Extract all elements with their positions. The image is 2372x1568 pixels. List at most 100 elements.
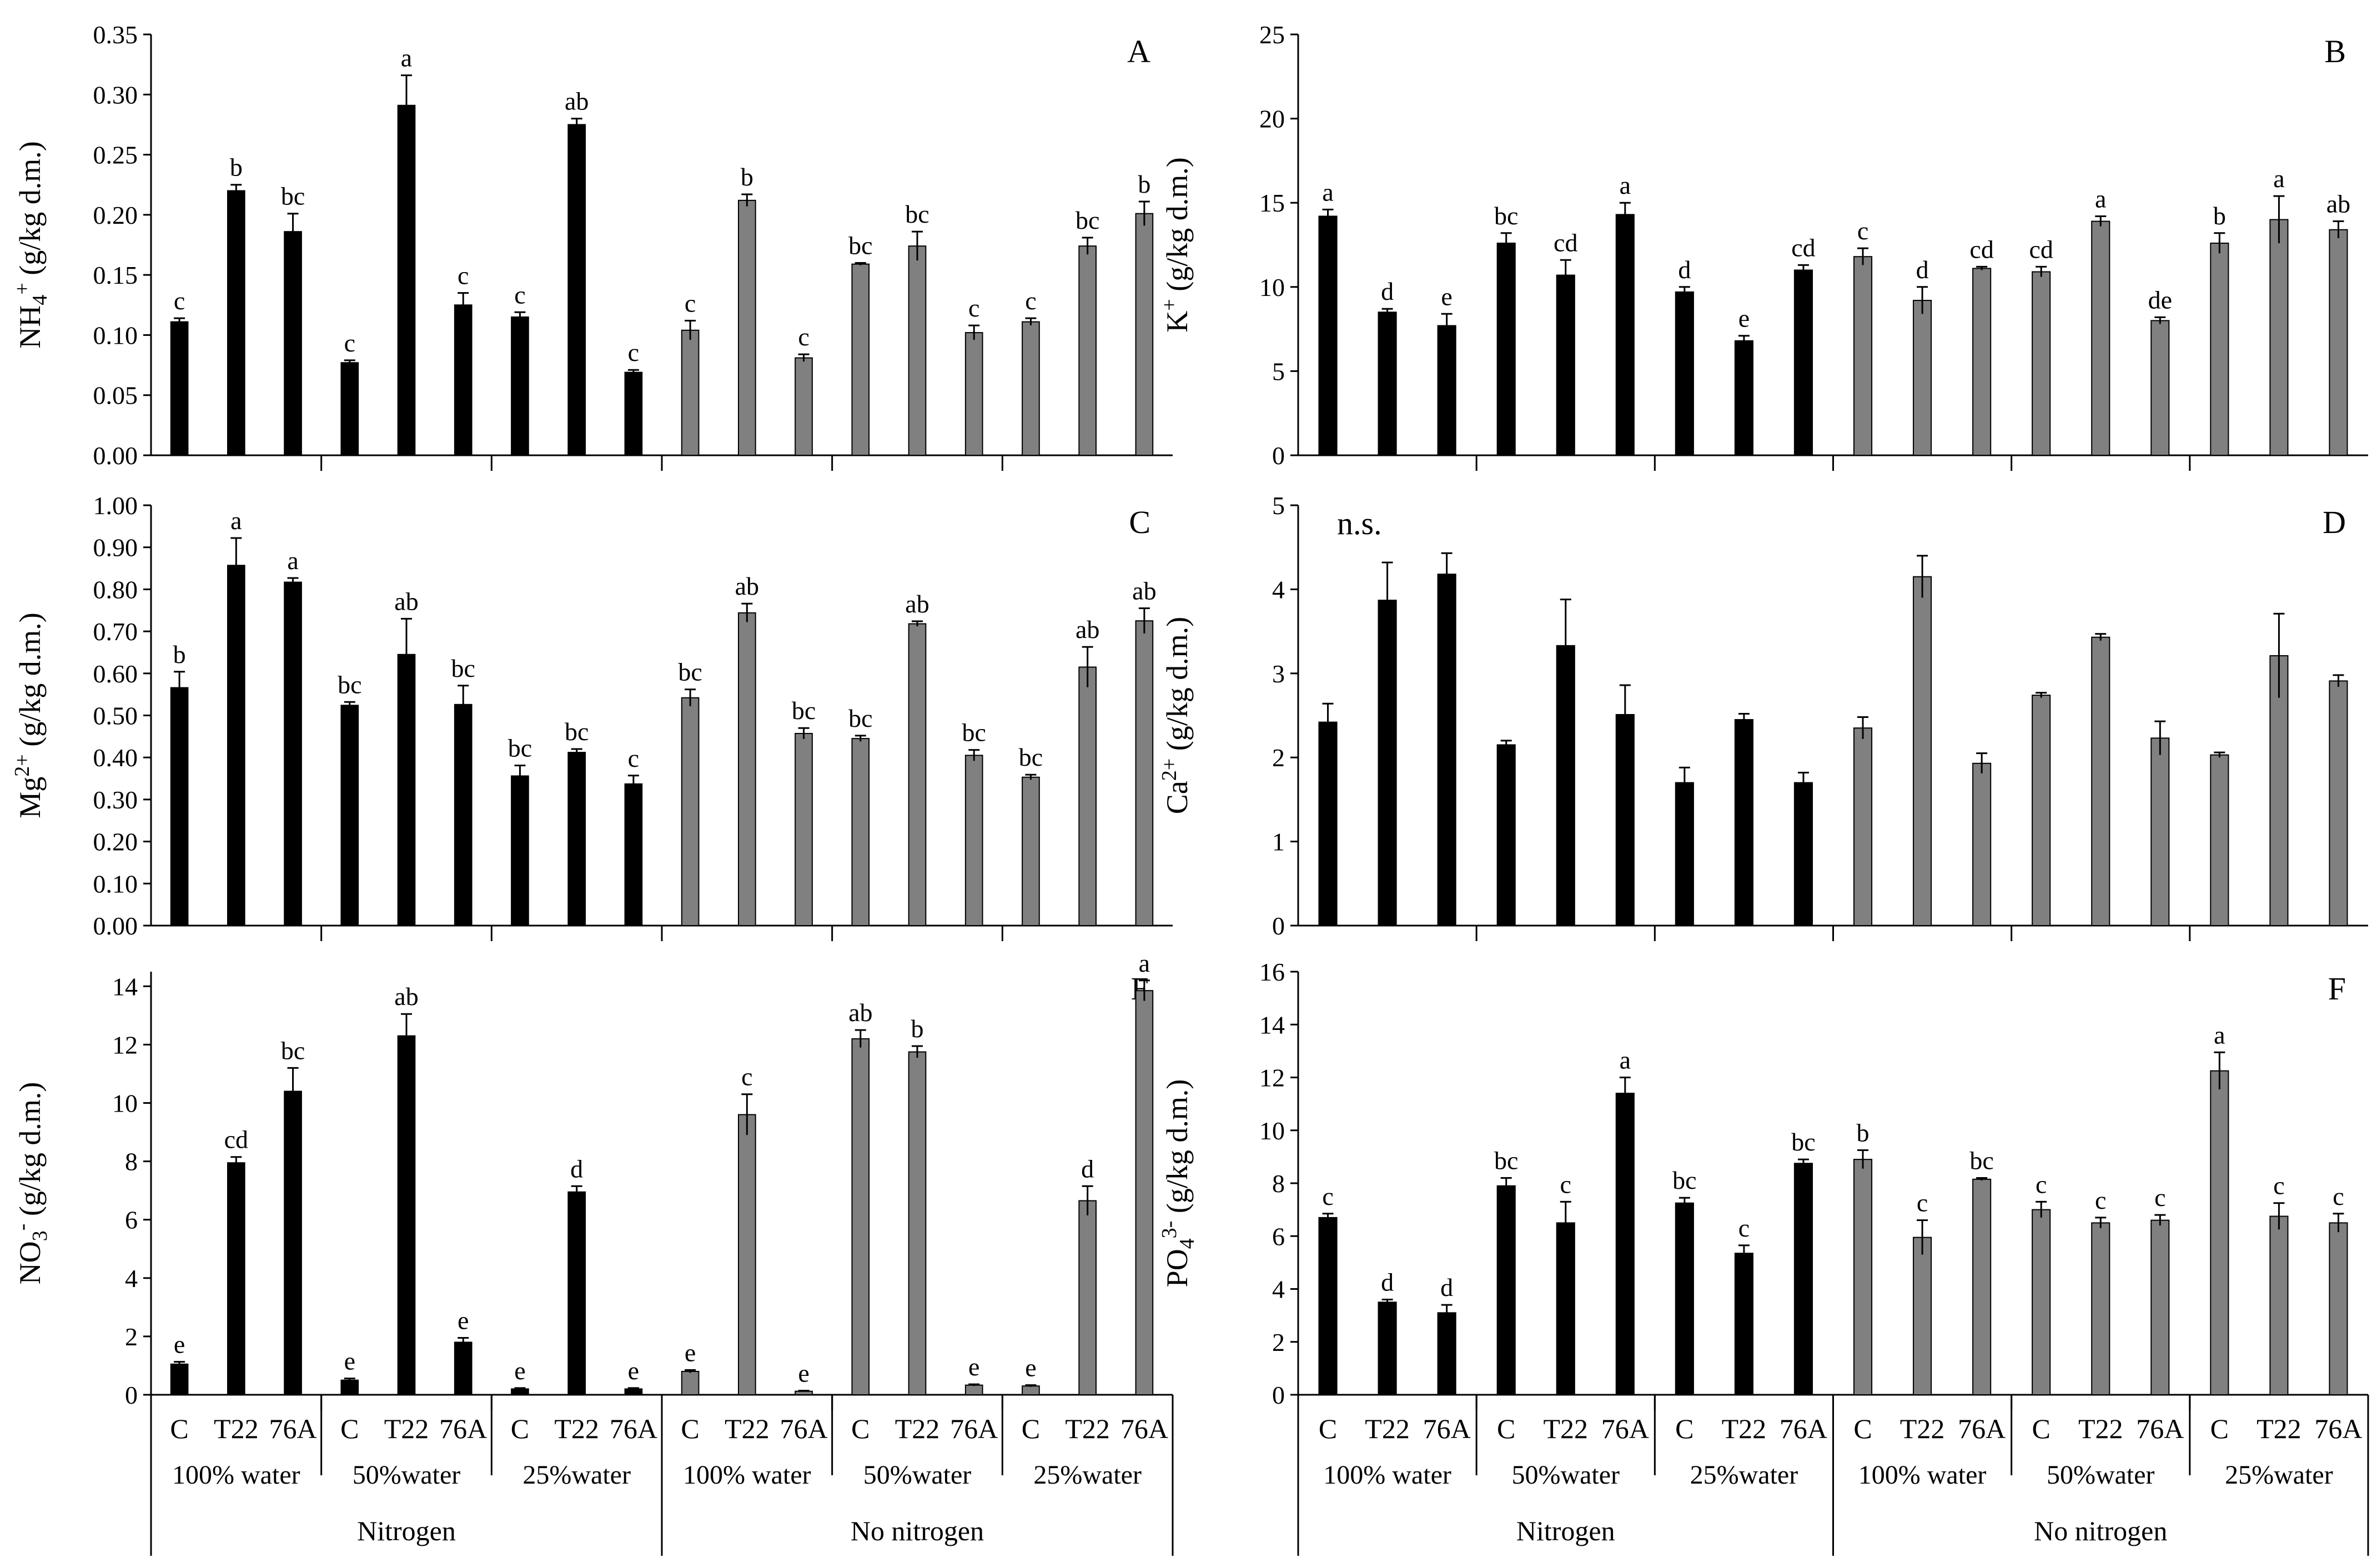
significance-letter: c	[628, 744, 639, 772]
bar	[454, 304, 473, 456]
significance-letter: bc	[792, 696, 816, 725]
bar	[2150, 320, 2170, 456]
category-label: 76A	[950, 1413, 998, 1444]
bar	[397, 654, 416, 926]
bar	[908, 245, 927, 456]
water-level-label: 100% water	[1323, 1460, 1451, 1490]
significance-letter: c	[1738, 1214, 1750, 1242]
y-tick-label: 6	[1272, 1222, 1285, 1250]
category-label: T22	[214, 1413, 259, 1444]
water-level-label: 100% water	[1858, 1460, 1987, 1490]
category-label: C	[1022, 1413, 1040, 1444]
significance-letter: bc	[905, 200, 929, 228]
bar	[2150, 1219, 2170, 1396]
significance-letter: b	[911, 1014, 924, 1043]
bar	[1022, 776, 1040, 927]
y-tick-label: 0.35	[93, 21, 138, 49]
significance-letter: bc	[1494, 202, 1518, 230]
bar	[1793, 269, 1813, 456]
bar	[1135, 990, 1154, 1395]
bar	[2269, 655, 2289, 926]
category-label: T22	[1065, 1413, 1110, 1444]
significance-letter: a	[401, 44, 412, 72]
y-tick-label: 8	[1272, 1169, 1285, 1198]
bar	[1437, 574, 1456, 926]
bar	[2032, 271, 2051, 456]
significance-letter: a	[1322, 178, 1333, 206]
bar	[170, 1363, 189, 1396]
significance-letter: b	[1857, 1118, 1870, 1147]
bar	[397, 1035, 416, 1395]
significance-letter: bc	[281, 182, 305, 210]
y-tick-label: 5	[1272, 357, 1285, 385]
y-tick-label: 4	[125, 1264, 138, 1293]
nitrogen-group-label: No nitrogen	[851, 1515, 984, 1546]
bar	[738, 199, 756, 456]
water-level-label: 25%water	[522, 1460, 631, 1490]
bar	[1734, 719, 1753, 926]
significance-letter: d	[1678, 255, 1691, 284]
bar	[1615, 1093, 1635, 1395]
bar	[227, 1162, 245, 1396]
category-label: C	[170, 1413, 188, 1444]
significance-letter: bc	[338, 670, 361, 698]
panel-letter: B	[2324, 33, 2346, 69]
bar	[170, 321, 189, 456]
bar	[1556, 645, 1575, 926]
category-label: T22	[1543, 1413, 1588, 1444]
bar	[340, 705, 359, 927]
bar	[2210, 754, 2229, 926]
water-level-label: 25%water	[2225, 1460, 2333, 1490]
category-label: T22	[1900, 1413, 1945, 1444]
bar	[738, 612, 756, 926]
bar	[738, 1114, 756, 1395]
y-tick-label: 0.90	[93, 534, 138, 562]
category-label: T22	[1365, 1413, 1410, 1444]
bar	[1853, 1159, 1873, 1395]
bar	[284, 231, 302, 456]
bar	[1853, 727, 1873, 926]
bar	[1135, 213, 1154, 456]
significance-letter: bc	[848, 704, 872, 732]
category-label: C	[2032, 1413, 2051, 1444]
category-label: T22	[384, 1413, 429, 1444]
category-label: C	[851, 1413, 870, 1444]
bar	[1378, 311, 1397, 456]
bar	[1496, 744, 1516, 926]
bar	[454, 1341, 473, 1396]
significance-letter: bc	[1672, 1166, 1696, 1194]
bar	[1913, 1237, 1932, 1396]
bar	[964, 755, 983, 927]
bar	[1734, 1253, 1753, 1396]
bar	[1793, 782, 1813, 926]
y-tick-label: 14	[112, 972, 138, 1001]
significance-letter: e	[458, 1306, 469, 1335]
y-tick-label: 16	[1259, 958, 1285, 986]
significance-letter: c	[174, 287, 185, 315]
y-tick-label: 0.70	[93, 617, 138, 646]
significance-letter: c	[2273, 1172, 2284, 1200]
significance-letter: e	[344, 1347, 355, 1375]
panel-letter: A	[1127, 33, 1150, 69]
bar	[1913, 300, 1932, 456]
bar	[1853, 256, 1873, 456]
y-tick-label: 0.60	[93, 660, 138, 688]
category-label: 76A	[1958, 1413, 2006, 1444]
bar	[2091, 636, 2110, 926]
significance-letter: c	[458, 262, 469, 290]
bar	[2269, 219, 2289, 456]
significance-letter: b	[173, 640, 186, 669]
significance-letter: ab	[565, 87, 589, 115]
water-level-label: 50%water	[1511, 1460, 1620, 1490]
significance-letter: a	[2273, 164, 2284, 193]
y-tick-label: 3	[1272, 660, 1285, 688]
bar	[1078, 245, 1097, 456]
y-tick-label: 15	[1259, 189, 1285, 217]
water-level-label: 100% water	[683, 1460, 811, 1490]
significance-letter: e	[968, 1353, 979, 1381]
y-tick-label: 0	[1272, 912, 1285, 940]
category-label: 76A	[1120, 1413, 1168, 1444]
bar	[1318, 721, 1338, 927]
